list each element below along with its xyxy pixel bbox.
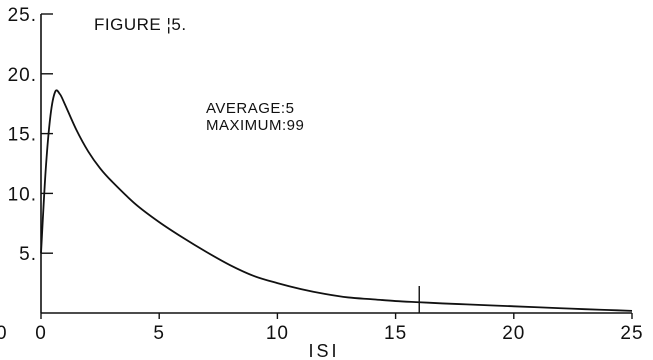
origin-label: 0: [0, 323, 8, 344]
x-tick-label: 5: [153, 323, 165, 344]
average-annotation: AVERAGE:5: [206, 100, 294, 117]
chart-title: FIGURE ¦5.: [94, 15, 187, 34]
y-tick-label: 10.: [8, 184, 37, 205]
y-tick-label: 5.: [19, 244, 37, 265]
series-line: [40, 89, 633, 312]
x-tick-label: 25: [620, 323, 643, 344]
y-tick-label: 20.: [8, 65, 37, 86]
x-axis-title: ISI: [308, 341, 339, 360]
y-tick-label: 25.: [8, 5, 37, 26]
maximum-annotation: MAXIMUM:99: [206, 117, 304, 134]
x-tick-label: 15: [384, 323, 407, 344]
x-tick-label: 10: [266, 323, 289, 344]
y-tick-label: 15.: [8, 125, 37, 146]
x-tick-label: 20: [502, 323, 525, 344]
x-tick-label: 0: [35, 323, 47, 344]
